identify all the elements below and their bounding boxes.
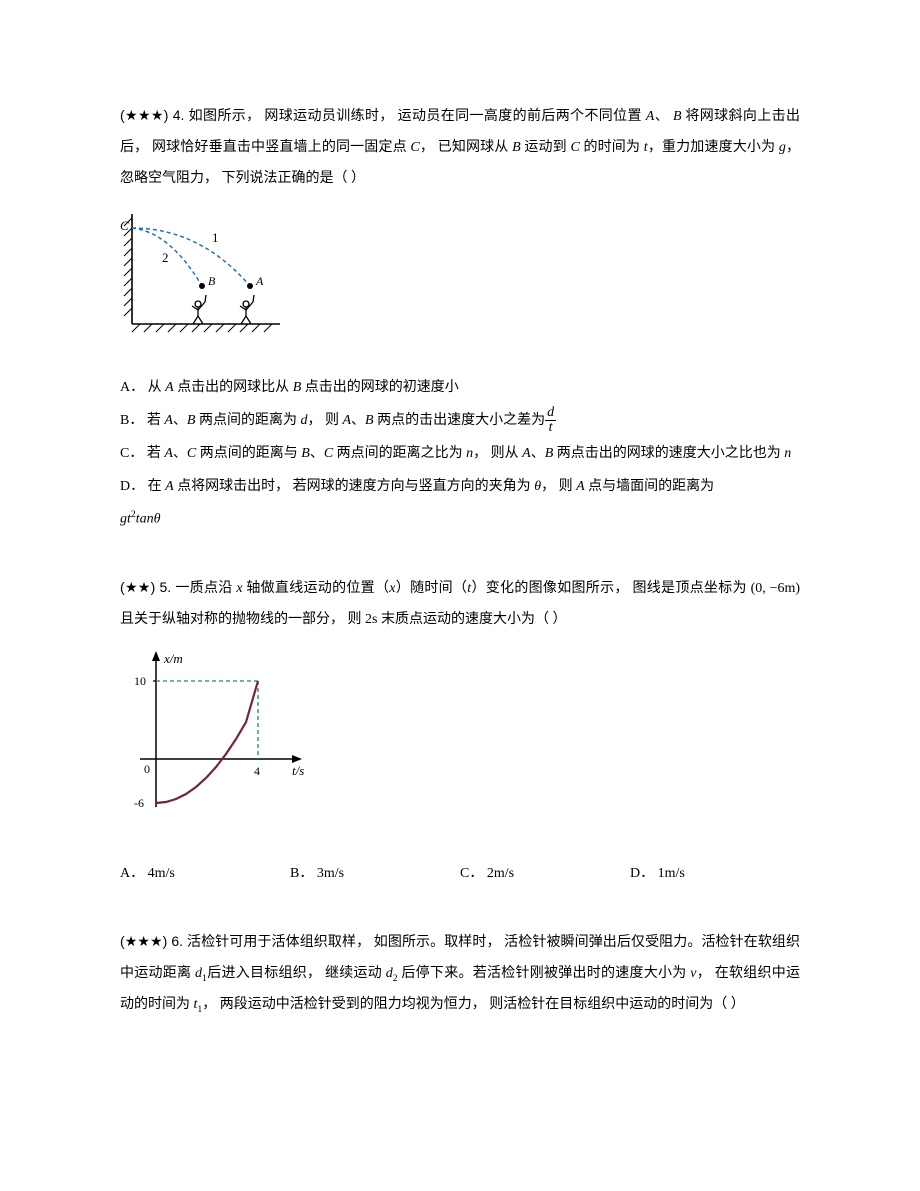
q4-option-d: D． 在 A 点将网球击出时， 若网球的速度方向与竖直方向的夹角为 θ， 则 A…	[120, 472, 800, 503]
q4-text: (★★★) 4. 如图所示， 网球运动员训练时， 运动员在同一高度的前后两个不同…	[120, 100, 800, 194]
svg-text:C: C	[120, 218, 129, 233]
svg-text:10: 10	[134, 674, 146, 688]
q5-option-b: B． 3m/s	[290, 859, 460, 890]
svg-text:0: 0	[144, 762, 150, 776]
question-5: (★★) 5. 一质点沿 x 轴做直线运动的位置（x）随时间（t）变化的图像如图…	[120, 572, 800, 890]
question-4: (★★★) 4. 如图所示， 网球运动员训练时， 运动员在同一高度的前后两个不同…	[120, 100, 800, 536]
q5-chart-svg: x/m t/s 10 0 -6 4	[120, 647, 320, 822]
q5-text: (★★) 5. 一质点沿 x 轴做直线运动的位置（x）随时间（t）变化的图像如图…	[120, 572, 800, 636]
svg-text:-6: -6	[134, 796, 144, 810]
q4-prefix: (★★★) 4.	[120, 107, 189, 123]
svg-text:4: 4	[254, 764, 260, 778]
q4-options: A． 从 A 点击出的网球比从 B 点击出的网球的初速度小 B． 若 A、B 两…	[120, 373, 800, 536]
q4-option-d-expr: gt2tanθ	[120, 504, 800, 535]
question-6: (★★★) 6. 活检针可用于活体组织取样， 如图所示。取样时， 活检针被瞬间弹…	[120, 926, 800, 1020]
q5-option-d: D． 1m/s	[630, 859, 800, 890]
q5-option-a: A． 4m/s	[120, 859, 290, 890]
q5-figure: x/m t/s 10 0 -6 4	[120, 647, 800, 835]
fraction-d-t: dt	[545, 406, 556, 435]
q5-options: A． 4m/s B． 3m/s C． 2m/s D． 1m/s	[120, 859, 800, 890]
q5-prefix: (★★) 5.	[120, 579, 175, 595]
q6-text: (★★★) 6. 活检针可用于活体组织取样， 如图所示。取样时， 活检针被瞬间弹…	[120, 926, 800, 1020]
svg-text:A: A	[255, 274, 264, 288]
svg-text:t/s: t/s	[292, 763, 304, 778]
svg-text:1: 1	[212, 230, 219, 245]
q4-diagram-svg: C 1 2 B A	[120, 206, 290, 336]
q4-option-c: C． 若 A、C 两点间的距离与 B、C 两点间的距离之比为 n， 则从 A、B…	[120, 439, 800, 470]
q5-option-c: C． 2m/s	[460, 859, 630, 890]
svg-text:x/m: x/m	[163, 651, 183, 666]
q4-option-a: A． 从 A 点击出的网球比从 B 点击出的网球的初速度小	[120, 373, 800, 404]
svg-text:B: B	[208, 274, 216, 288]
q4-option-b: B． 若 A、B 两点间的距离为 d， 则 A、B 两点的击出速度大小之差为dt	[120, 406, 800, 437]
svg-text:2: 2	[162, 250, 169, 265]
q6-prefix: (★★★) 6.	[120, 933, 187, 949]
q4-figure: C 1 2 B A	[120, 206, 800, 349]
